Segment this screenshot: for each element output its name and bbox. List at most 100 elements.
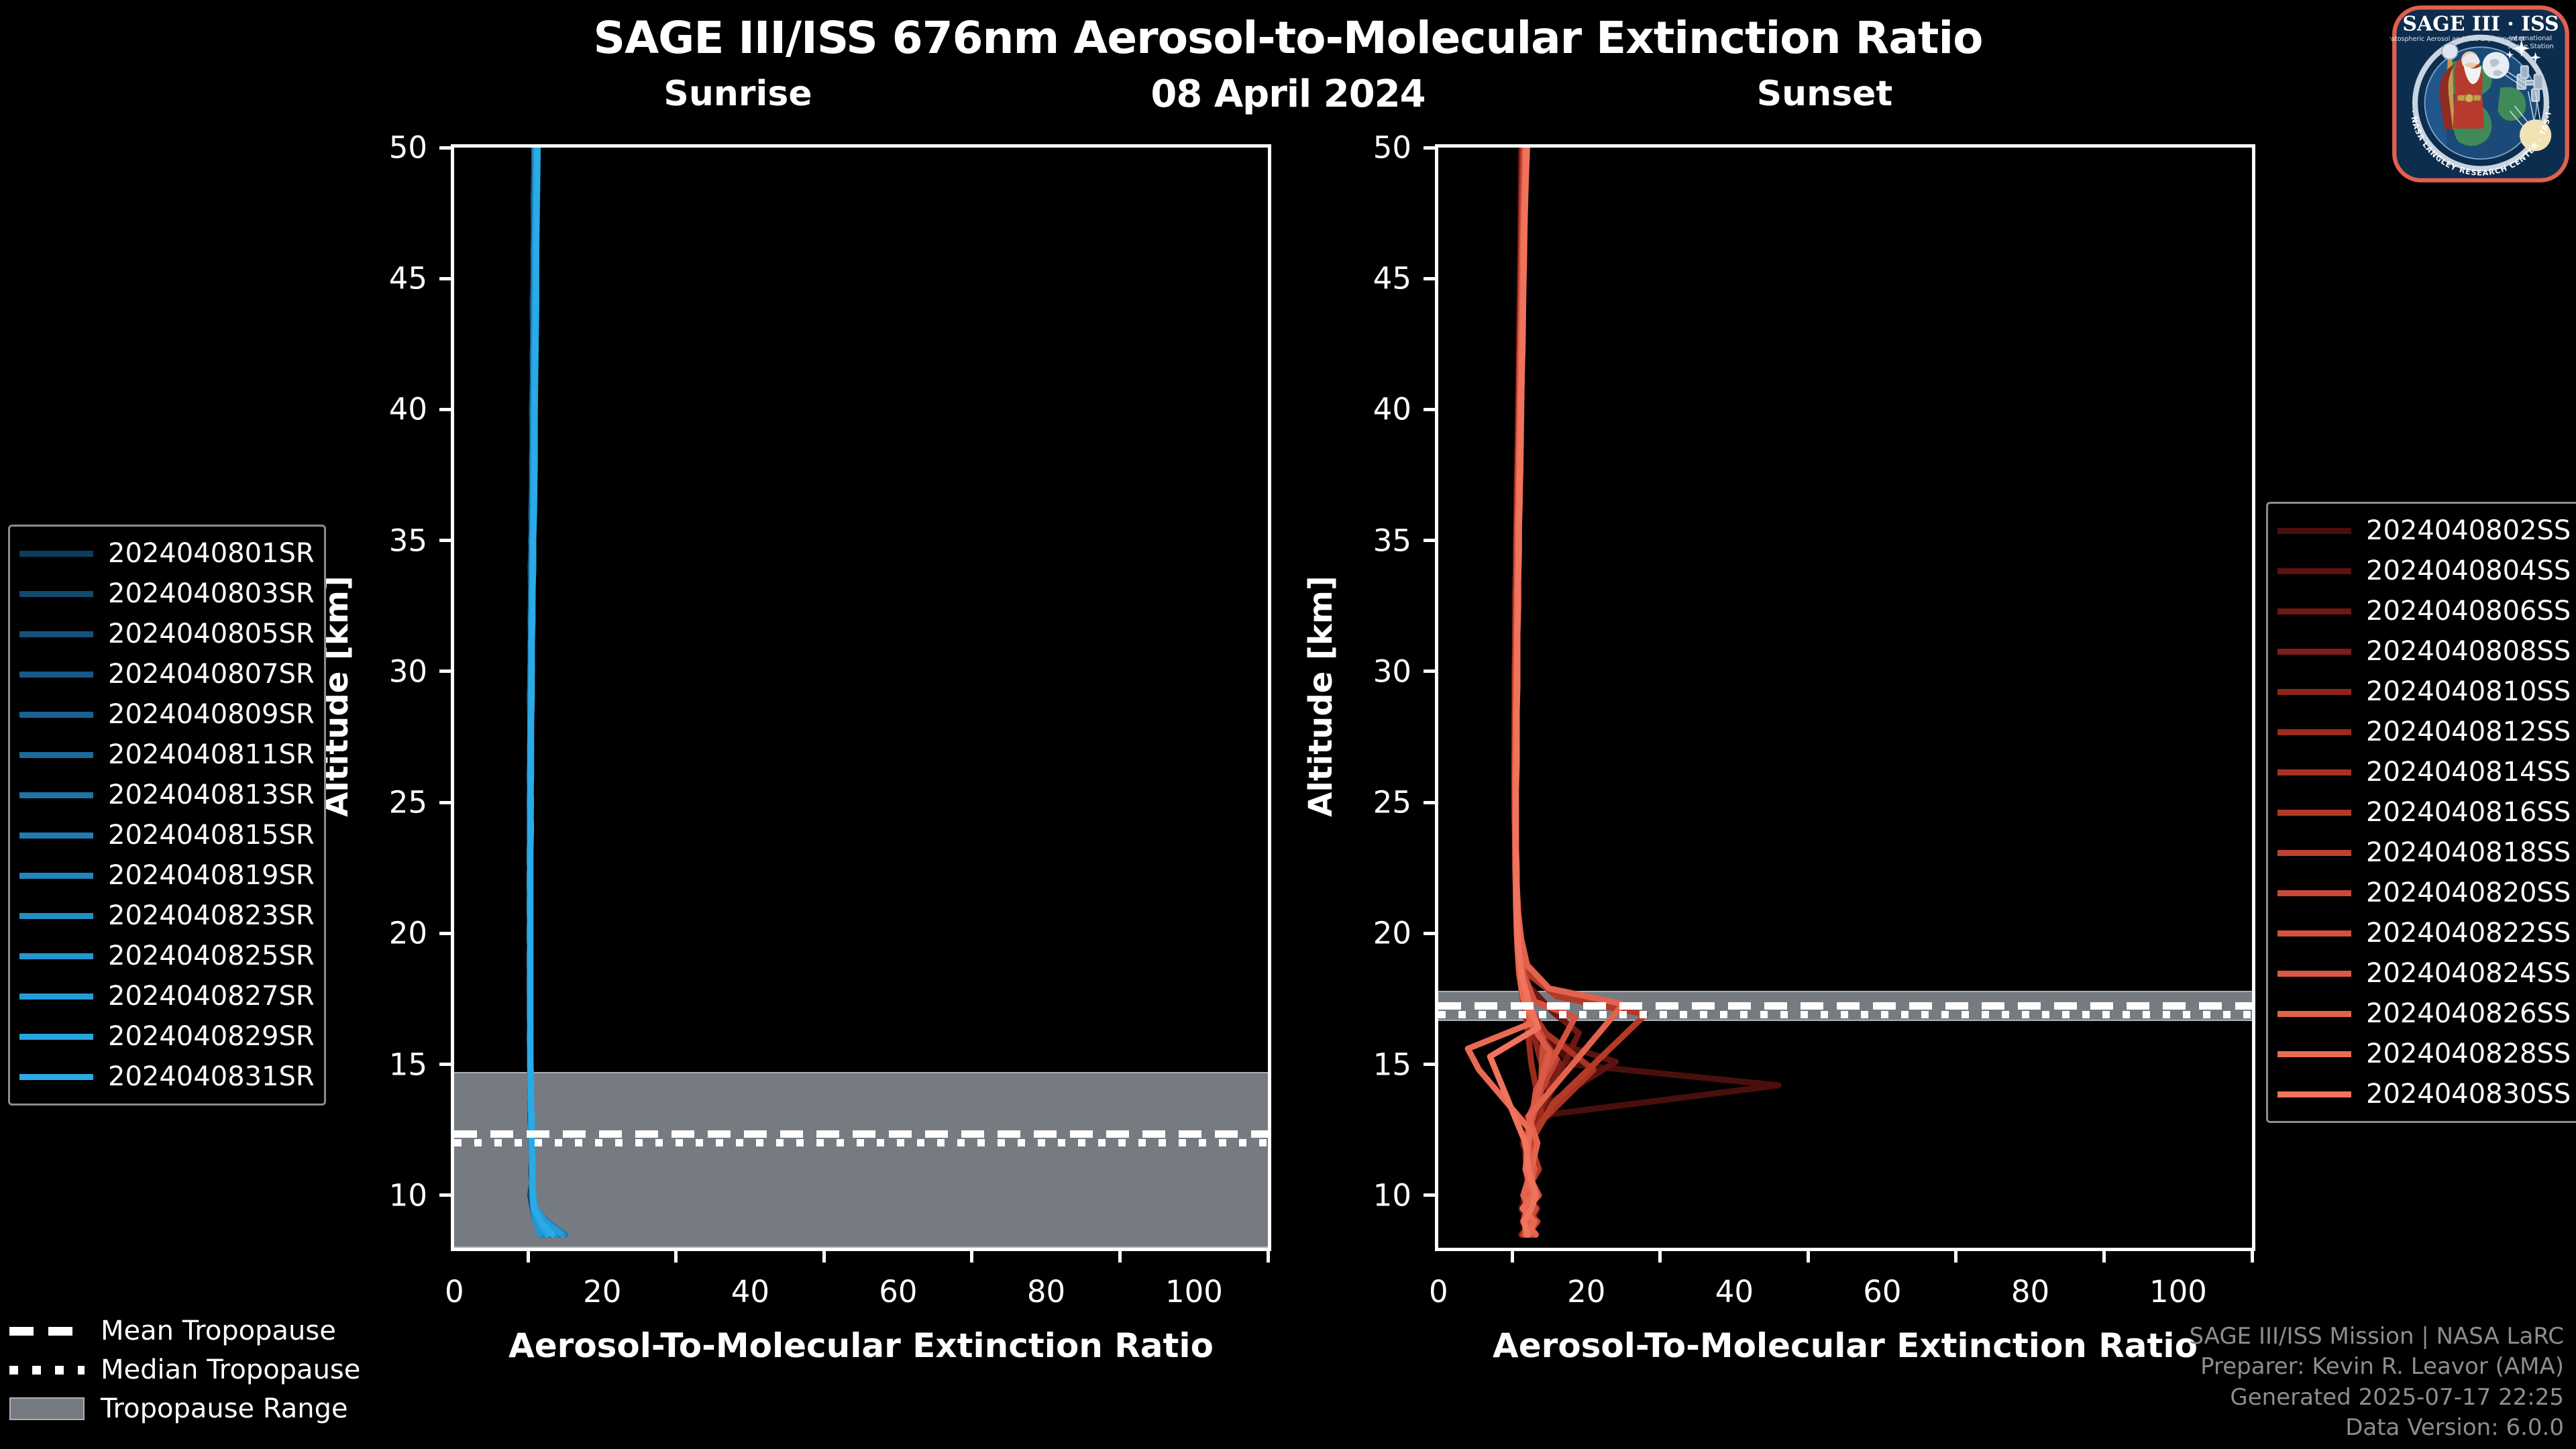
y-tick-label-15: 15 xyxy=(388,1046,427,1083)
legend-label-2024040827SR: 2024040827SR xyxy=(108,981,315,1012)
legend-swatch-2024040806SS xyxy=(2277,608,2351,614)
legend-label-mean-tropopause: Mean Tropopause xyxy=(101,1316,336,1346)
legend-item-mean-tropopause: Mean Tropopause xyxy=(9,1311,360,1350)
legend-item-2024040802SS[interactable]: 2024040802SS xyxy=(2277,511,2571,551)
legend-label-2024040816SS: 2024040816SS xyxy=(2366,797,2571,828)
x-tick-label-0: 0 xyxy=(444,1274,464,1309)
legend-swatch-2024040809SR xyxy=(19,711,93,718)
legend-item-2024040820SS[interactable]: 2024040820SS xyxy=(2277,873,2571,913)
legend-item-2024040809SR[interactable]: 2024040809SR xyxy=(19,694,315,735)
legend-item-2024040812SS[interactable]: 2024040812SS xyxy=(2277,712,2571,752)
y-tick-label-30: 30 xyxy=(388,653,427,690)
legend-item-2024040823SR[interactable]: 2024040823SR xyxy=(19,896,315,936)
x-tick-label-40: 40 xyxy=(1715,1274,1754,1309)
legend-label-2024040809SR: 2024040809SR xyxy=(108,699,315,730)
sunrise-panel-title: Sunrise xyxy=(663,74,812,114)
x-tick-label-0: 0 xyxy=(1428,1274,1448,1309)
legend-swatch-2024040831SR xyxy=(19,1073,93,1080)
legend-item-2024040813SR[interactable]: 2024040813SR xyxy=(19,775,315,815)
legend-label-2024040804SS: 2024040804SS xyxy=(2366,555,2571,586)
x-tick-label-40: 40 xyxy=(731,1274,769,1309)
legend-label-2024040815SR: 2024040815SR xyxy=(108,820,315,851)
legend-swatch-2024040815SR xyxy=(19,832,93,839)
legend-item-2024040830SS[interactable]: 2024040830SS xyxy=(2277,1074,2571,1114)
legend-swatch-2024040812SS xyxy=(2277,729,2351,735)
sunset-panel-title: Sunset xyxy=(1756,74,1893,114)
logo-iss-icon xyxy=(2516,65,2544,102)
tropopause-legend: Mean Tropopause Median Tropopause Tropop… xyxy=(9,1311,360,1428)
legend-swatch-2024040824SS xyxy=(2277,970,2351,977)
x-tick-label-60: 60 xyxy=(1863,1274,1902,1309)
x-tick-label-100: 100 xyxy=(1165,1274,1223,1309)
legend-item-2024040807SR[interactable]: 2024040807SR xyxy=(19,654,315,694)
legend-item-2024040828SS[interactable]: 2024040828SS xyxy=(2277,1034,2571,1074)
x-tick-mark xyxy=(970,1251,974,1263)
mean-tropopause-line xyxy=(1438,1002,2252,1010)
legend-label-2024040829SR: 2024040829SR xyxy=(108,1021,315,1052)
sunrise-x-axis-label: Aerosol-To-Molecular Extinction Ratio xyxy=(508,1326,1214,1365)
y-tick-mark xyxy=(439,146,451,150)
x-tick-mark xyxy=(822,1251,826,1263)
legend-label-2024040808SS: 2024040808SS xyxy=(2366,636,2571,667)
legend-swatch-2024040805SR xyxy=(19,631,93,637)
sunrise-series-curves xyxy=(526,148,568,1238)
legend-item-2024040829SR[interactable]: 2024040829SR xyxy=(19,1016,315,1057)
legend-label-2024040826SS: 2024040826SS xyxy=(2366,998,2571,1029)
x-tick-mark xyxy=(674,1251,678,1263)
median-tropopause-swatch-icon xyxy=(9,1365,85,1375)
legend-item-2024040811SR[interactable]: 2024040811SR xyxy=(19,735,315,775)
footer-credits: SAGE III/ISS Mission | NASA LaRC Prepare… xyxy=(2189,1322,2564,1444)
legend-swatch-2024040803SR xyxy=(19,590,93,597)
legend-item-2024040810SS[interactable]: 2024040810SS xyxy=(2277,672,2571,712)
legend-item-2024040826SS[interactable]: 2024040826SS xyxy=(2277,994,2571,1034)
y-tick-label-35: 35 xyxy=(1373,523,1411,559)
legend-swatch-2024040814SS xyxy=(2277,769,2351,775)
y-tick-mark xyxy=(439,669,451,674)
sunrise-legend: 2024040801SR 2024040803SR 2024040805SR 2024… xyxy=(8,525,326,1106)
y-tick-label-30: 30 xyxy=(1373,653,1411,690)
legend-item-2024040814SS[interactable]: 2024040814SS xyxy=(2277,752,2571,792)
legend-swatch-2024040828SS xyxy=(2277,1051,2351,1057)
x-tick-mark xyxy=(2250,1251,2254,1263)
logo-title: SAGE III · ISS xyxy=(2402,13,2559,36)
legend-label-2024040828SS: 2024040828SS xyxy=(2366,1038,2571,1069)
legend-label-2024040831SR: 2024040831SR xyxy=(108,1061,315,1092)
legend-item-2024040803SR[interactable]: 2024040803SR xyxy=(19,574,315,614)
legend-item-2024040824SS[interactable]: 2024040824SS xyxy=(2277,953,2571,994)
legend-item-2024040805SR[interactable]: 2024040805SR xyxy=(19,614,315,654)
legend-swatch-2024040801SR xyxy=(19,550,93,557)
x-tick-mark xyxy=(2102,1251,2106,1263)
sunset-x-axis-label: Aerosol-To-Molecular Extinction Ratio xyxy=(1493,1326,2198,1365)
legend-item-2024040815SR[interactable]: 2024040815SR xyxy=(19,815,315,855)
legend-item-2024040816SS[interactable]: 2024040816SS xyxy=(2277,792,2571,833)
y-tick-label-10: 10 xyxy=(1373,1177,1411,1214)
legend-label-tropopause-range: Tropopause Range xyxy=(101,1393,348,1424)
y-tick-label-50: 50 xyxy=(388,129,427,166)
legend-item-2024040801SR[interactable]: 2024040801SR xyxy=(19,533,315,574)
y-tick-label-10: 10 xyxy=(388,1177,427,1214)
sunset-plot-panel xyxy=(1435,144,2255,1251)
legend-swatch-2024040810SS xyxy=(2277,688,2351,695)
legend-item-2024040819SR[interactable]: 2024040819SR xyxy=(19,855,315,896)
legend-label-2024040813SR: 2024040813SR xyxy=(108,780,315,810)
legend-item-2024040808SS[interactable]: 2024040808SS xyxy=(2277,631,2571,672)
x-tick-label-80: 80 xyxy=(2010,1274,2050,1309)
y-tick-label-20: 20 xyxy=(1373,915,1411,951)
legend-item-2024040831SR[interactable]: 2024040831SR xyxy=(19,1057,315,1097)
legend-item-2024040804SS[interactable]: 2024040804SS xyxy=(2277,551,2571,591)
legend-swatch-2024040802SS xyxy=(2277,527,2351,534)
footer-line-mission: SAGE III/ISS Mission | NASA LaRC xyxy=(2189,1322,2564,1350)
legend-item-2024040822SS[interactable]: 2024040822SS xyxy=(2277,913,2571,953)
legend-swatch-2024040808SS xyxy=(2277,648,2351,655)
legend-item-median-tropopause: Median Tropopause xyxy=(9,1350,360,1389)
legend-item-2024040827SR[interactable]: 2024040827SR xyxy=(19,976,315,1016)
legend-label-2024040823SR: 2024040823SR xyxy=(108,900,315,931)
y-tick-mark xyxy=(1424,539,1435,543)
x-tick-mark xyxy=(1510,1251,1514,1263)
y-tick-label-25: 25 xyxy=(1373,784,1411,820)
legend-item-2024040806SS[interactable]: 2024040806SS xyxy=(2277,591,2571,631)
legend-item-2024040818SS[interactable]: 2024040818SS xyxy=(2277,833,2571,873)
legend-item-2024040825SR[interactable]: 2024040825SR xyxy=(19,936,315,976)
y-tick-label-20: 20 xyxy=(388,915,427,951)
x-tick-label-60: 60 xyxy=(879,1274,918,1309)
